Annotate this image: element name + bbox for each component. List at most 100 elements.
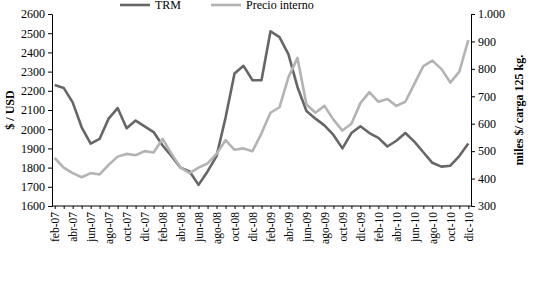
y2-axis-tick-mark [471,206,475,207]
x-axis-tick-label: abr-07 [67,212,79,242]
series-line [55,40,469,177]
x-axis-tick-mark [91,206,92,209]
x-axis-tick: jun-08 [193,206,206,243]
y2-axis-tick: 800 [471,62,496,76]
x-axis-tick-mark [73,206,74,209]
x-axis-tick [82,206,83,209]
x-axis-tick: dic-07 [139,206,151,241]
y2-axis-tick-mark [471,151,475,152]
x-axis-tick [387,206,388,209]
y-axis-tick-label: 2600 [21,7,45,21]
x-axis-tick [441,206,442,209]
x-axis-tick-mark [297,206,298,209]
x-axis-tick-mark [118,206,119,209]
x-axis-tick-mark [360,206,361,209]
x-axis-tick: abr-10 [391,206,403,242]
x-axis-tick-mark [414,206,415,209]
y-axis-tick-mark [48,91,52,92]
y-axis-tick-label: 2200 [21,84,45,98]
x-axis-tick [333,206,334,209]
x-axis-tick-label: ago-08 [211,212,224,244]
x-axis-tick: feb-08 [157,206,169,242]
x-axis-tick: dic-10 [463,206,475,241]
x-axis-tick-label: dic-07 [139,212,151,242]
x-axis-tick-mark [459,206,460,209]
x-axis-tick-mark [154,206,155,209]
y-axis-tick: 2200 [21,84,52,98]
y-axis-tick-label: 1600 [21,199,45,213]
y-axis: 1600 1700 1800 1900 2000 2100 2200 2300 2400 2500… [21,7,53,213]
x-axis-tick-label: oct-09 [337,212,349,242]
y-axis-tick-mark [48,148,52,149]
x-axis-tick-mark [100,206,101,209]
y-axis-tick-mark [48,129,52,130]
x-axis-tick [208,206,209,209]
y2-axis-tick-label: 400 [478,172,496,186]
x-axis-tick [315,206,316,209]
y2-axis-tick-mark [471,124,475,125]
x-axis-tick-label: oct-10 [445,212,457,242]
y-axis-tick-mark [48,206,52,207]
x-axis-tick-label: dic-08 [247,212,259,242]
x-axis-tick-mark [288,206,289,209]
y2-axis-tick: 900 [471,35,496,49]
x-axis-tick [244,206,245,209]
y-axis-title: $ / USD [3,90,17,130]
x-axis-tick-label: jun-10 [409,212,422,243]
x-axis-tick-mark [279,206,280,209]
y-axis-tick-label: 1900 [21,142,45,156]
x-axis-tick-label: oct-08 [229,212,241,242]
y-axis-tick-label: 2000 [21,123,45,137]
y-axis-tick-mark [48,52,52,53]
y-axis-tick: 1700 [21,180,52,194]
x-axis-tick-label: feb-10 [373,212,385,242]
y2-axis-line [472,15,476,207]
x-axis-tick: jun-07 [85,206,98,243]
y-axis-tick-mark [48,110,52,111]
legend-label: TRM [155,0,181,12]
y-axis-tick: 1600 [21,199,52,213]
y2-axis-tick: 600 [471,117,496,131]
x-axis-tick-label: ago-07 [103,212,116,244]
y2-axis-tick: 300 [471,199,496,213]
y-axis-tick: 2600 [21,7,52,21]
y-axis-tick-label: 2400 [21,46,45,60]
x-axis-tick: abr-08 [175,206,187,242]
x-axis-tick-label: feb-08 [157,212,169,242]
x-axis-tick-label: dic-09 [355,212,367,242]
x-axis-tick: feb-09 [265,206,277,242]
y2-axis-tick-label: 1.000 [478,7,505,21]
x-axis-tick: dic-09 [355,206,367,241]
y2-axis-tick-label: 800 [478,62,496,76]
series-line [55,31,469,185]
y2-axis-tick-mark [471,69,475,70]
y2-axis: 3004005006007008009001.000 [471,7,505,213]
x-axis-tick-label: abr-09 [283,212,295,242]
y2-axis-tick-label: 300 [478,199,496,213]
x-axis-tick-mark [181,206,182,209]
x-axis-tick: oct-09 [337,206,349,241]
x-axis-tick: oct-07 [121,206,133,241]
y-axis-tick-label: 2100 [21,103,45,117]
x-axis-tick-mark [351,206,352,209]
x-axis-tick: ago-08 [211,206,224,244]
x-axis-tick-label: jun-09 [301,212,314,243]
x-axis-tick-mark [324,206,325,209]
x-axis-tick [190,206,191,209]
x-axis-tick [405,206,406,209]
x-axis-tick [459,206,460,209]
y-axis-tick: 2500 [21,27,52,41]
x-axis-tick-mark [423,206,424,209]
x-axis-tick: oct-10 [445,206,457,241]
x-axis-tick-mark [208,206,209,209]
legend-item: TRM [120,0,181,12]
x-axis-tick-mark [145,206,146,209]
x-axis-tick-label: ago-10 [427,212,440,244]
y2-axis-tick-mark [471,96,475,97]
y-axis-tick-mark [48,33,52,34]
x-axis-tick-mark [64,206,65,209]
x-axis-tick: oct-08 [229,206,241,241]
y-axis-tick-label: 2300 [21,65,45,79]
y-axis-tick: 1800 [21,161,52,175]
y-axis-tick: 2100 [21,103,52,117]
